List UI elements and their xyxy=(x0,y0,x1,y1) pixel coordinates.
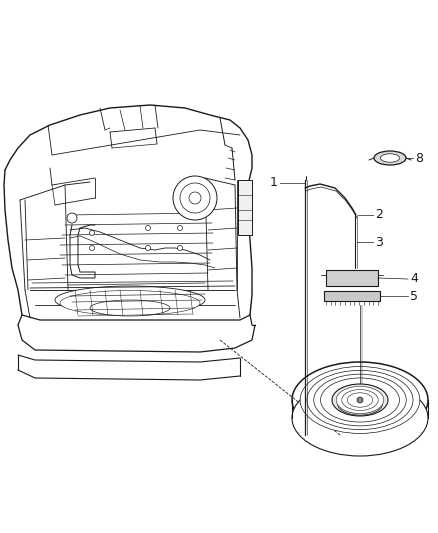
Bar xyxy=(324,291,380,301)
Ellipse shape xyxy=(347,393,373,407)
Ellipse shape xyxy=(55,286,205,314)
Ellipse shape xyxy=(314,374,406,426)
Text: 1: 1 xyxy=(270,176,278,190)
Circle shape xyxy=(177,225,183,230)
Bar xyxy=(326,270,378,286)
Circle shape xyxy=(189,192,201,204)
Circle shape xyxy=(145,225,151,230)
Ellipse shape xyxy=(336,386,384,414)
Ellipse shape xyxy=(300,367,420,433)
Text: 8: 8 xyxy=(415,151,423,165)
Ellipse shape xyxy=(90,300,170,316)
Ellipse shape xyxy=(380,154,399,162)
Circle shape xyxy=(67,213,77,223)
Circle shape xyxy=(357,397,363,403)
Ellipse shape xyxy=(292,380,428,456)
Circle shape xyxy=(89,230,95,236)
Text: 3: 3 xyxy=(375,236,383,248)
Text: 5: 5 xyxy=(410,289,418,303)
Ellipse shape xyxy=(342,390,378,410)
Circle shape xyxy=(177,246,183,251)
Circle shape xyxy=(173,176,217,220)
Ellipse shape xyxy=(307,370,413,430)
Ellipse shape xyxy=(292,362,428,438)
Text: 2: 2 xyxy=(375,208,383,222)
Ellipse shape xyxy=(332,384,388,416)
Circle shape xyxy=(145,246,151,251)
Ellipse shape xyxy=(60,290,200,316)
Text: 4: 4 xyxy=(410,272,418,286)
Ellipse shape xyxy=(321,378,399,422)
Ellipse shape xyxy=(338,393,382,415)
Circle shape xyxy=(180,183,210,213)
Bar xyxy=(238,180,252,235)
Circle shape xyxy=(89,246,95,251)
Ellipse shape xyxy=(374,151,406,165)
